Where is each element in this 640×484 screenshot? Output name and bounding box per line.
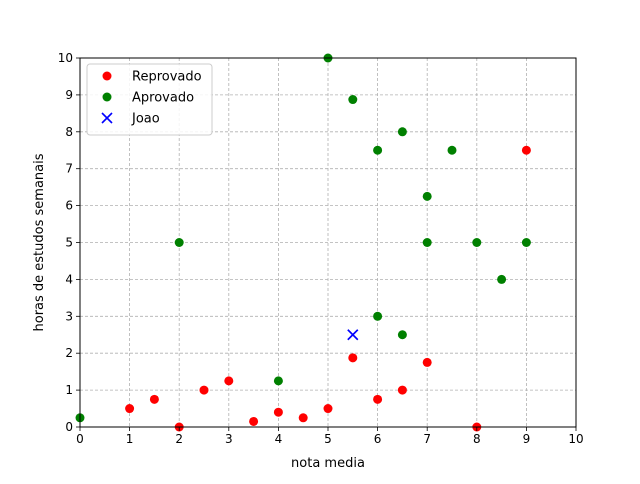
x-tick-label: 7 [423,432,431,446]
data-points [75,53,531,432]
point-reprovado [373,394,383,404]
y-tick-label: 0 [65,420,73,434]
x-tick-label: 10 [568,432,583,446]
x-tick-label: 9 [523,432,531,446]
point-joao [347,329,359,341]
point-reprovado [323,404,333,414]
y-tick-label: 9 [65,88,73,102]
y-axis-label: horas de estudos semanais [32,153,47,331]
point-aprovado [397,330,407,340]
point-aprovado [422,238,432,247]
point-reprovado [273,407,283,417]
x-axis-label: nota media [291,456,365,471]
y-tick-label: 3 [65,309,73,323]
legend-marker-reprovado [102,71,112,81]
point-reprovado [397,385,407,395]
x-tick-label: 6 [374,432,382,446]
point-aprovado [422,191,432,201]
y-tick-label: 1 [65,383,73,397]
x-tick-label: 8 [473,432,481,446]
point-reprovado [125,404,135,414]
point-reprovado [521,145,531,155]
y-tick-label: 7 [65,162,73,176]
x-tick-label: 1 [126,432,134,446]
point-aprovado [472,238,482,247]
legend: Reprovado Aprovado Joao [86,63,213,136]
point-aprovado [373,145,383,155]
legend-box [86,63,213,136]
point-reprovado [249,416,259,426]
y-tick-label: 4 [65,272,73,286]
legend-marker-aprovado [102,92,112,102]
legend-marker-joao [101,112,113,124]
x-tick-label: 2 [175,432,183,446]
y-tick-label: 6 [65,199,73,213]
point-aprovado [348,95,358,105]
legend-label-aprovado: Aprovado [132,91,194,106]
x-tick-label: 3 [225,432,233,446]
x-axis-ticks: 0 1 2 3 4 5 6 7 8 9 10 [76,427,584,446]
y-axis-ticks: 0 1 2 3 4 5 6 7 8 9 10 [58,51,80,434]
point-aprovado [521,238,531,247]
point-reprovado [348,353,358,363]
x-tick-label: 5 [324,432,332,446]
point-reprovado [224,376,234,386]
y-tick-label: 5 [65,236,73,250]
point-aprovado [373,311,383,321]
legend-label-joao: Joao [131,112,160,127]
point-reprovado [149,394,159,404]
y-tick-label: 8 [65,125,73,139]
y-tick-label: 10 [58,51,73,65]
point-reprovado [422,357,432,367]
point-aprovado [397,127,407,137]
point-aprovado [497,274,507,284]
point-aprovado [447,145,457,155]
x-tick-label: 0 [76,432,84,446]
point-reprovado [298,413,308,423]
point-aprovado [174,238,184,247]
legend-label-reprovado: Reprovado [132,70,202,85]
y-tick-label: 2 [65,346,73,360]
point-reprovado [199,385,209,395]
x-tick-label: 4 [275,432,283,446]
point-aprovado [273,376,283,386]
